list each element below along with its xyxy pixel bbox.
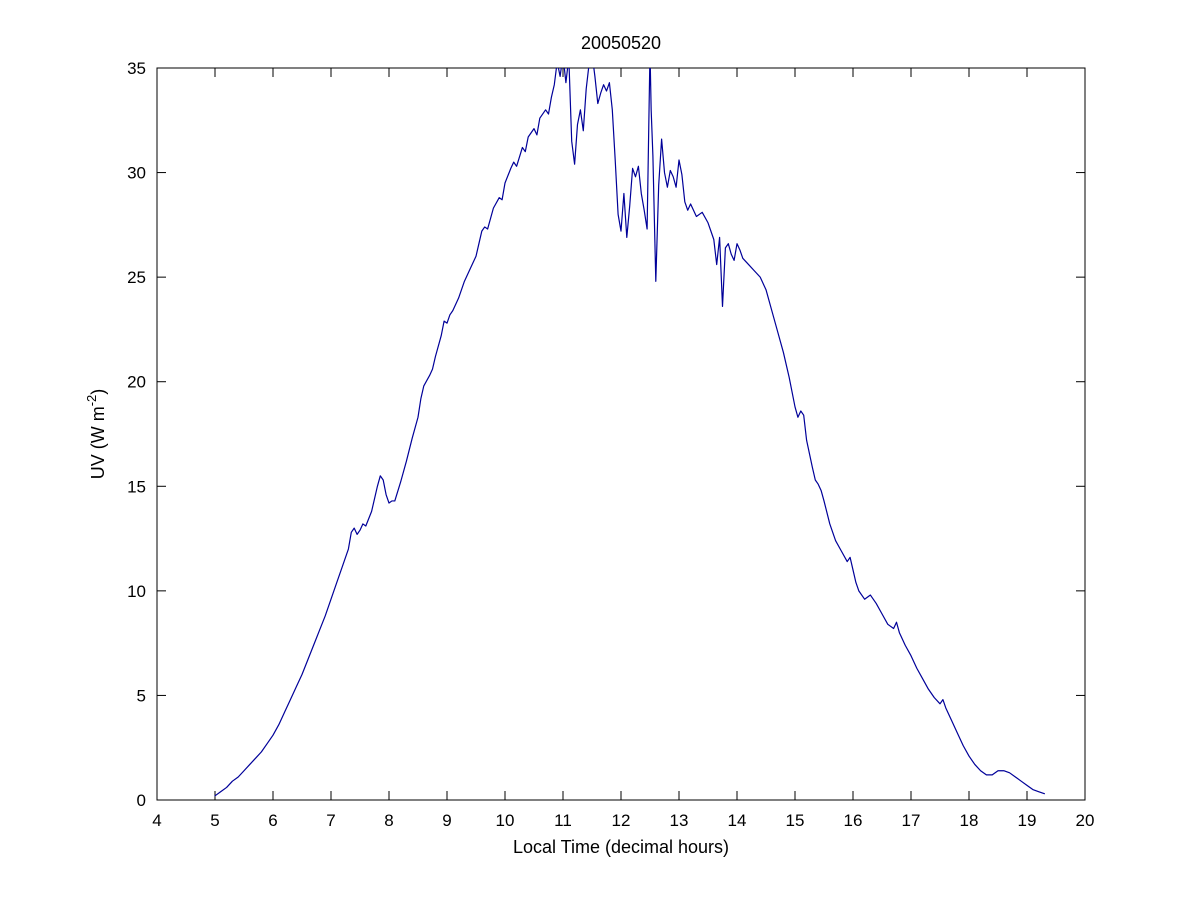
axis-ticks [156, 67, 1086, 801]
y-tick-label: 20 [127, 373, 146, 392]
chart-title: 20050520 [581, 33, 661, 53]
y-tick-label: 5 [137, 686, 146, 705]
x-tick-label: 9 [442, 811, 451, 830]
uv-series-line [214, 68, 1045, 797]
x-tick-label: 15 [786, 811, 805, 830]
axis-tick-labels: 4 5 6 7 8 9 10 11 12 13 14 15 16 17 18 19 20 0 5 10 15 20 25 30… [127, 59, 1094, 830]
y-tick-label: 0 [137, 791, 146, 810]
axes-box [156, 67, 1086, 801]
x-tick-label: 14 [728, 811, 747, 830]
y-tick-label: 15 [127, 477, 146, 496]
y-tick-label: 25 [127, 268, 146, 287]
y-axis-label-main: UV (W m [88, 406, 108, 479]
x-tick-label: 13 [670, 811, 689, 830]
x-tick-label: 11 [554, 811, 572, 830]
x-tick-label: 4 [152, 811, 161, 830]
y-axis-label-superscript: -2 [84, 395, 99, 407]
x-tick-label: 6 [268, 811, 277, 830]
x-tick-label: 19 [1018, 811, 1037, 830]
x-tick-label: 10 [496, 811, 515, 830]
y-tick-label: 30 [127, 164, 146, 183]
x-tick-label: 5 [210, 811, 219, 830]
x-tick-label: 8 [384, 811, 393, 830]
x-tick-label: 18 [960, 811, 979, 830]
x-tick-label: 16 [844, 811, 863, 830]
x-tick-label: 20 [1076, 811, 1095, 830]
x-tick-label: 12 [612, 811, 631, 830]
y-axis-label: UV (W m-2) [84, 389, 108, 480]
y-axis-label-end: ) [88, 389, 108, 395]
x-tick-label: 17 [902, 811, 921, 830]
x-axis-label: Local Time (decimal hours) [513, 837, 729, 857]
y-tick-label: 35 [127, 59, 146, 78]
x-tick-label: 7 [326, 811, 335, 830]
y-tick-label: 10 [127, 582, 146, 601]
